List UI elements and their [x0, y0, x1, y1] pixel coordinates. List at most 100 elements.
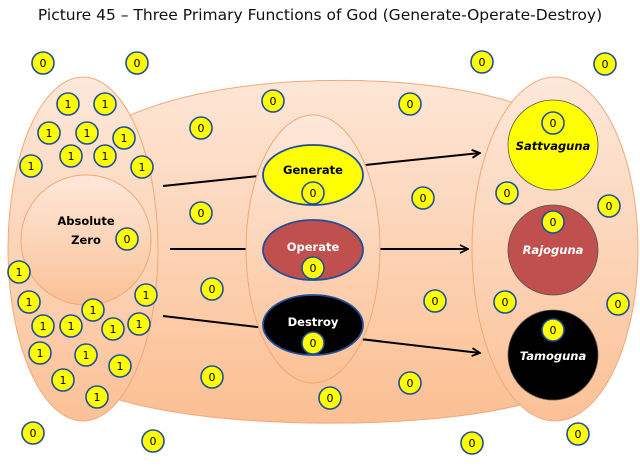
zero-coin: 0: [541, 210, 565, 234]
coin-value: 0: [150, 435, 157, 448]
coin-value: 0: [198, 207, 205, 220]
coin-circle: [541, 210, 565, 234]
one-coin: 1: [93, 144, 117, 168]
one-coin: 1: [17, 290, 41, 314]
zero-coin: 0: [21, 421, 45, 445]
zero-coin: 0: [125, 51, 149, 75]
coin-circle: [93, 144, 117, 168]
coin-circle: [261, 89, 285, 113]
one-coin: 1: [59, 314, 83, 338]
coin-value: 1: [37, 347, 44, 360]
coin-value: 0: [575, 428, 582, 441]
coin-value: 1: [110, 323, 117, 336]
coin-value: 0: [420, 192, 427, 205]
coin-circle: [189, 116, 213, 140]
coin-circle: [31, 51, 55, 75]
sattvaguna-label: Sattvaguna: [516, 139, 591, 153]
coin-value: 0: [310, 187, 317, 200]
coin-value: 0: [502, 296, 509, 309]
one-coin: 1: [59, 144, 83, 168]
coin-circle: [495, 181, 519, 205]
coin-value: 1: [28, 160, 35, 173]
coin-circle: [51, 368, 75, 392]
one-coin: 1: [93, 92, 117, 116]
coin-value: 0: [209, 371, 216, 384]
coin-circle: [134, 283, 158, 307]
coin-value: 0: [550, 117, 557, 130]
one-coin: 1: [19, 154, 43, 178]
coin-circle: [21, 421, 45, 445]
coin-circle: [597, 194, 621, 218]
one-coin: 1: [85, 385, 109, 409]
coin-circle: [101, 317, 125, 341]
coin-value: 0: [432, 295, 439, 308]
coin-circle: [125, 51, 149, 75]
zero-coin: 0: [398, 92, 422, 116]
coin-value: 0: [310, 262, 317, 275]
coin-circle: [411, 186, 435, 210]
zero-coin: 0: [541, 111, 565, 135]
coin-circle: [112, 126, 136, 150]
sattvaguna-circle: [507, 99, 599, 191]
coin-value: 1: [94, 391, 101, 404]
coin-circle: [31, 314, 55, 338]
zero-coin: 0: [411, 186, 435, 210]
zero-coin: 0: [318, 386, 342, 410]
zero-coin: 0: [495, 181, 519, 205]
zero-coin: 0: [141, 429, 165, 453]
coin-value: 0: [407, 98, 414, 111]
coin-value: 0: [550, 324, 557, 337]
coin-value: 1: [46, 127, 53, 140]
coin-circle: [19, 154, 43, 178]
one-coin: 1: [31, 314, 55, 338]
coin-circle: [7, 260, 31, 284]
coin-circle: [74, 343, 98, 367]
coin-circle: [81, 298, 105, 322]
one-coin: 1: [74, 343, 98, 367]
coin-value: 1: [102, 150, 109, 163]
one-coin: 1: [130, 155, 154, 179]
coin-value: 0: [550, 216, 557, 229]
coin-circle: [28, 341, 52, 365]
tamoguna-label: Tamoguna: [520, 349, 587, 363]
one-coin: 1: [56, 92, 80, 116]
zero-coin: 0: [470, 50, 494, 74]
coin-circle: [318, 386, 342, 410]
coin-circle: [130, 155, 154, 179]
zero-coin: 0: [115, 227, 139, 251]
coin-circle: [93, 92, 117, 116]
one-coin: 1: [127, 312, 151, 336]
zero-coin: 0: [301, 256, 325, 280]
rajoguna-circle: [507, 204, 599, 296]
coin-value: 0: [479, 56, 486, 69]
coin-value: 1: [102, 98, 109, 111]
coin-circle: [493, 290, 517, 314]
coin-circle: [75, 121, 99, 145]
zero-coin: 0: [189, 201, 213, 225]
zero-coin: 0: [423, 289, 447, 313]
coin-circle: [59, 314, 83, 338]
coin-value: 1: [121, 132, 128, 145]
coin-value: 1: [84, 127, 91, 140]
coin-value: 1: [65, 98, 72, 111]
coin-value: 0: [30, 427, 37, 440]
coin-circle: [108, 354, 132, 378]
one-coin: 1: [28, 341, 52, 365]
coin-value: 1: [143, 289, 150, 302]
coin-value: 0: [40, 57, 47, 70]
destroy-label: Destroy: [288, 315, 339, 329]
coin-circle: [37, 121, 61, 145]
one-coin: 1: [134, 283, 158, 307]
absolute-zero-label-2: Zero: [71, 233, 101, 247]
one-coin: 1: [101, 317, 125, 341]
coin-value: 0: [198, 122, 205, 135]
coin-circle: [541, 111, 565, 135]
absolute-zero-label-1: Absolute: [57, 214, 115, 228]
coin-circle: [470, 50, 494, 74]
coin-value: 1: [26, 296, 33, 309]
zero-coin: 0: [593, 52, 617, 76]
coin-circle: [593, 52, 617, 76]
zero-coin: 0: [606, 292, 630, 316]
zero-coin: 0: [301, 181, 325, 205]
